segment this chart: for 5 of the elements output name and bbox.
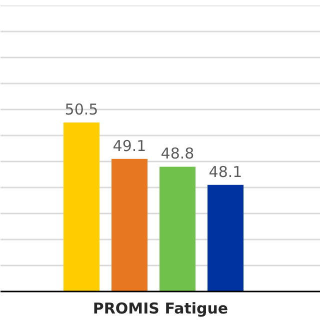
x-axis-title: PROMIS Fatigue bbox=[92, 300, 228, 318]
data-label: 48.8 bbox=[160, 144, 194, 163]
data-label: 50.5 bbox=[64, 100, 98, 118]
data-label: 49.1 bbox=[112, 136, 146, 155]
data-label: 48.1 bbox=[208, 162, 242, 181]
